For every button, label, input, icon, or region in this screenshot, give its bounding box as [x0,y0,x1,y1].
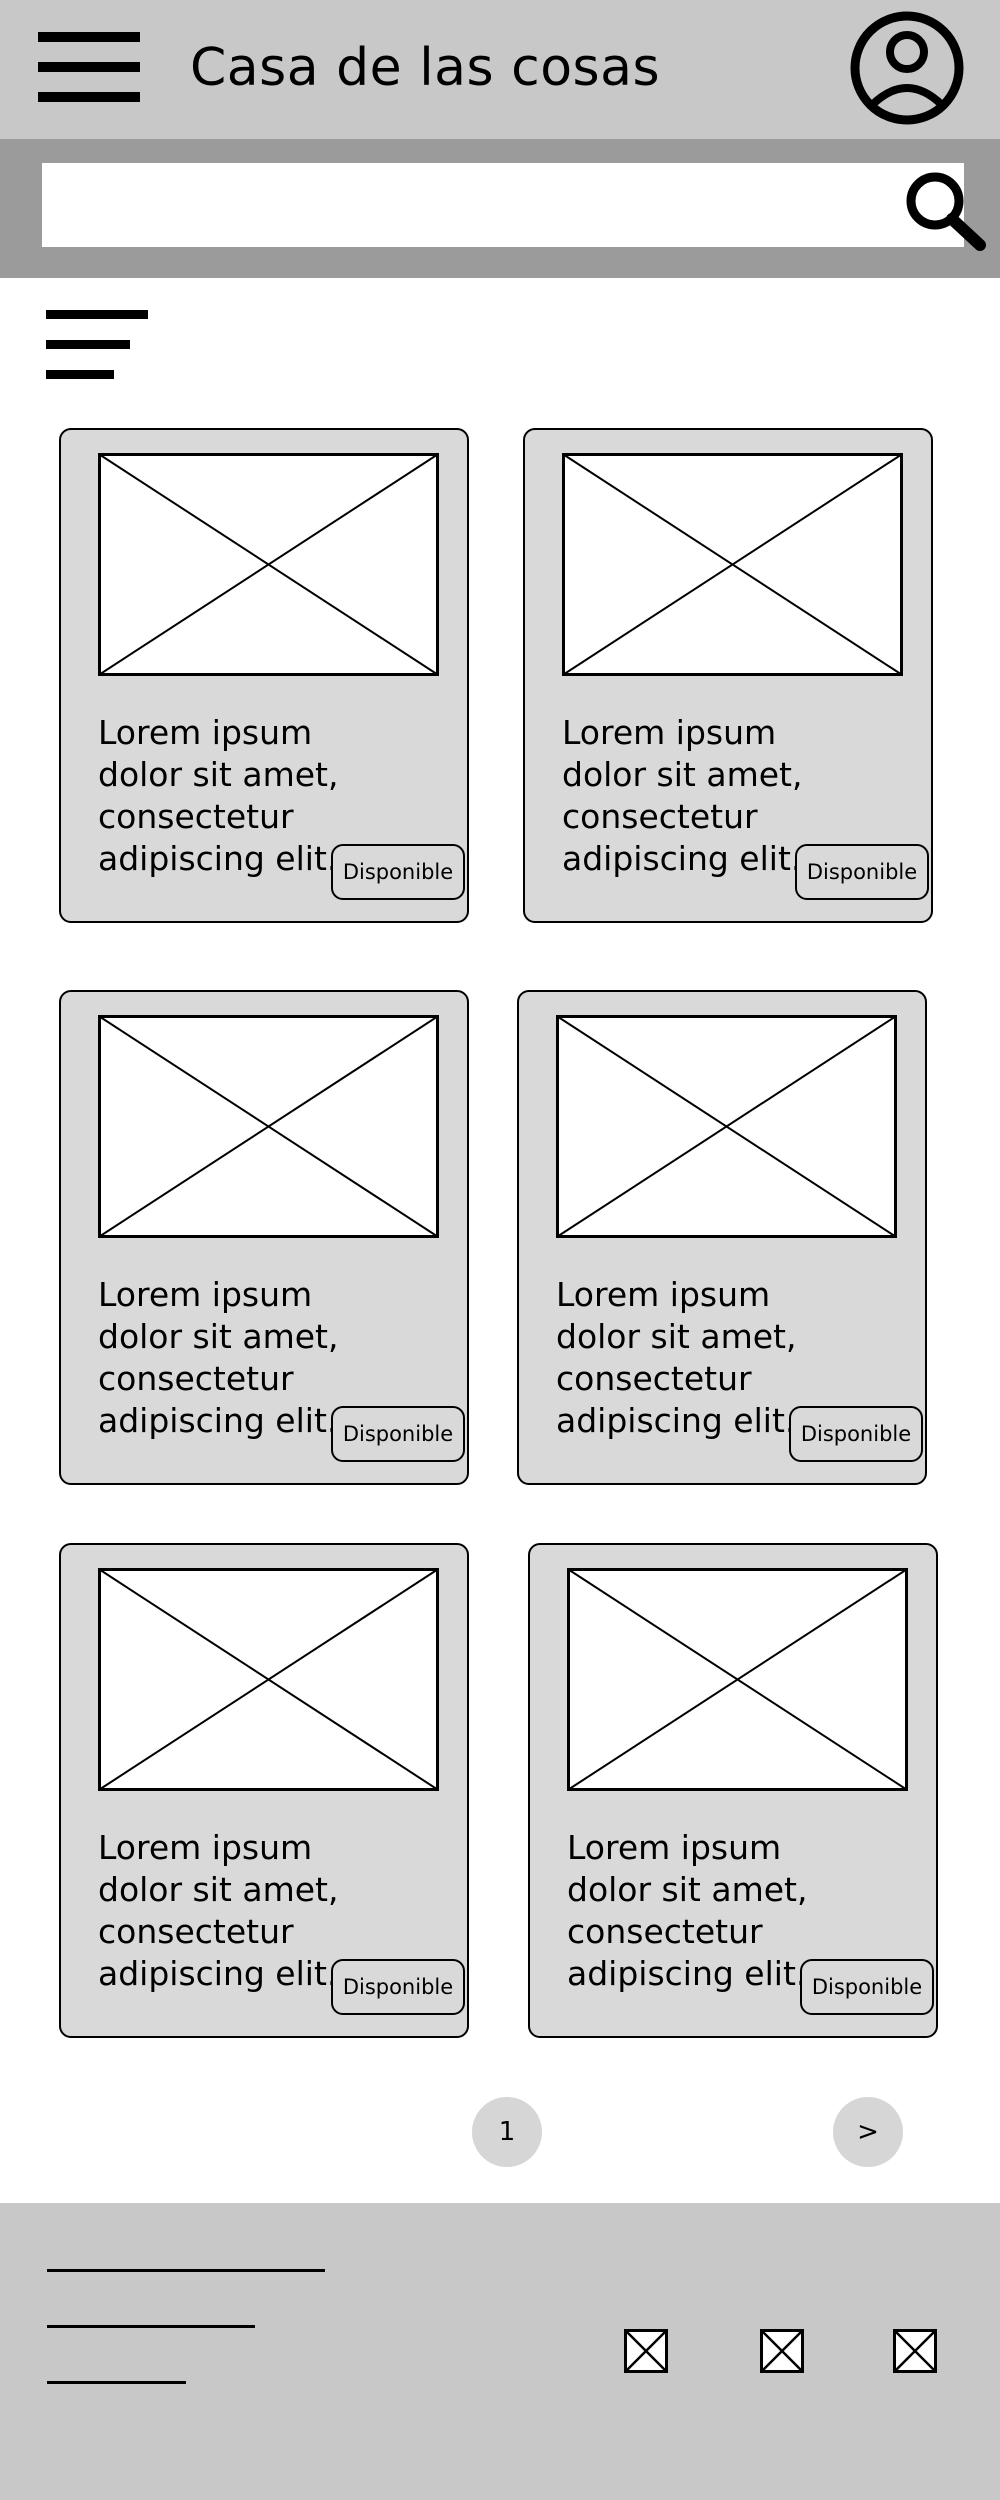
product-description: Lorem ipsum dolor sit amet, consectetur … [98,713,339,878]
hamburger-menu-icon[interactable] [38,32,140,102]
status-badge[interactable]: Disponible [331,1406,465,1462]
search-icon[interactable] [902,169,992,253]
page-button-current[interactable]: 1 [472,2097,542,2167]
image-placeholder-icon [556,1015,897,1238]
filter-icon[interactable] [46,310,148,380]
status-badge[interactable]: Disponible [795,844,929,900]
social-placeholder-icon[interactable] [760,2329,804,2373]
social-placeholder-icon[interactable] [624,2329,668,2373]
product-description: Lorem ipsum dolor sit amet, consectetur … [98,1828,339,1993]
product-card[interactable]: Lorem ipsum dolor sit amet, consectetur … [523,428,933,923]
social-placeholder-icon[interactable] [893,2329,937,2373]
product-card[interactable]: Lorem ipsum dolor sit amet, consectetur … [59,990,469,1485]
status-badge[interactable]: Disponible [800,1959,934,2015]
menu-bar [38,62,140,72]
next-page-button[interactable]: > [833,2097,903,2167]
search-box [42,163,986,251]
product-description: Lorem ipsum dolor sit amet, consectetur … [562,713,803,878]
image-placeholder-icon [98,453,439,676]
product-card[interactable]: Lorem ipsum dolor sit amet, consectetur … [59,428,469,923]
header: Casa de las cosas [0,0,1000,139]
search-bar [0,139,1000,278]
product-card[interactable]: Lorem ipsum dolor sit amet, consectetur … [528,1543,938,2038]
menu-bar [38,92,140,102]
status-badge[interactable]: Disponible [331,1959,465,2015]
footer-link[interactable] [47,2325,255,2328]
image-placeholder-icon [98,1568,439,1791]
app-title: Casa de las cosas [190,38,661,98]
product-card[interactable]: Lorem ipsum dolor sit amet, consectetur … [59,1543,469,2038]
image-placeholder-icon [562,453,903,676]
status-badge[interactable]: Disponible [789,1406,923,1462]
footer-link[interactable] [47,2381,186,2384]
image-placeholder-icon [98,1015,439,1238]
image-placeholder-icon [567,1568,908,1791]
footer-link[interactable] [47,2269,325,2272]
product-description: Lorem ipsum dolor sit amet, consectetur … [98,1275,339,1440]
product-card[interactable]: Lorem ipsum dolor sit amet, consectetur … [517,990,927,1485]
product-description: Lorem ipsum dolor sit amet, consectetur … [567,1828,808,1993]
search-input[interactable] [42,163,882,247]
footer [0,2203,1000,2500]
menu-bar [38,32,140,42]
status-badge[interactable]: Disponible [331,844,465,900]
user-profile-icon[interactable] [848,9,966,127]
product-description: Lorem ipsum dolor sit amet, consectetur … [556,1275,797,1440]
